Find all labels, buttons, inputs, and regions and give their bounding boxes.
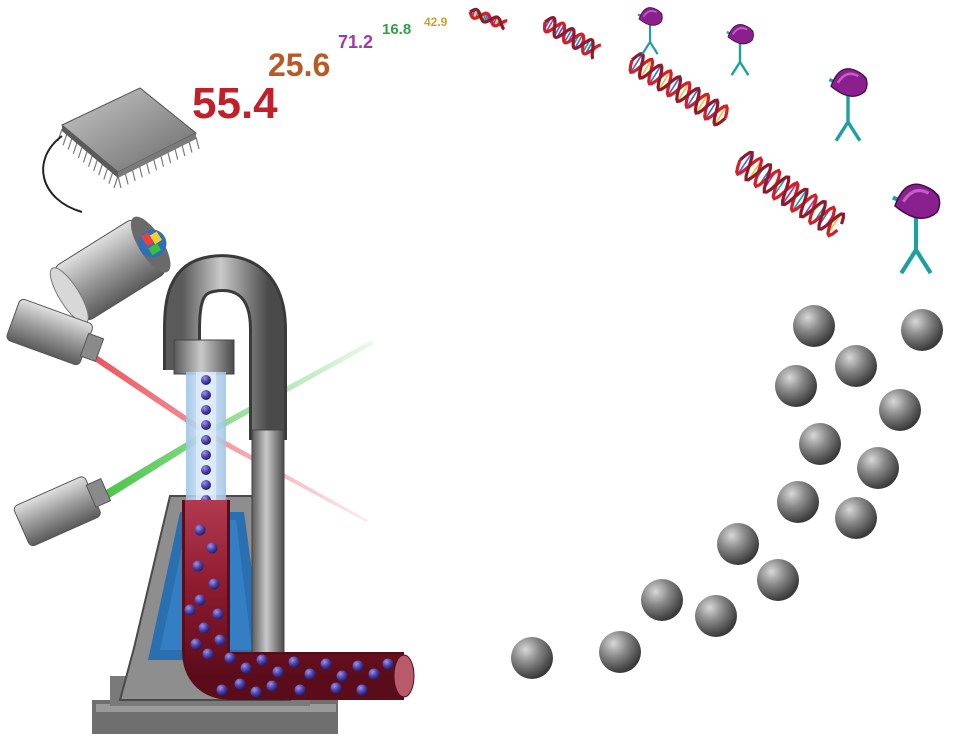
bead-sphere-icon (793, 305, 835, 347)
dna-helix-icon (733, 149, 847, 237)
bead-sphere-icon (757, 559, 799, 601)
antibody-protein-icon (829, 69, 867, 141)
cell-particle (383, 659, 394, 670)
cell-particle (331, 683, 342, 694)
cell-particle (337, 671, 348, 682)
cell-particle (235, 679, 246, 690)
cell-particle (207, 543, 218, 554)
cell-particle (191, 639, 202, 650)
dna-helices (468, 8, 846, 238)
dna-helix-icon (626, 51, 731, 128)
cell-particle (201, 390, 211, 400)
cell-particle (273, 667, 284, 678)
cell-particle (251, 687, 262, 698)
readout-value-3: 71.2 (338, 32, 373, 52)
antibody-proteins (638, 8, 940, 274)
readout-value-5: 42.9 (424, 15, 448, 29)
microchip-icon (43, 88, 199, 212)
cell-particle (201, 420, 211, 430)
cell-particle (295, 685, 306, 696)
bead-sphere-icon (835, 497, 877, 539)
bead-sphere-icon (717, 523, 759, 565)
bead-sphere-icon (775, 365, 817, 407)
sample-tube-icon (185, 500, 415, 698)
cell-particle (201, 480, 211, 490)
cell-particle (369, 669, 380, 680)
cell-particle (289, 657, 300, 668)
bead-sphere-icon (641, 579, 683, 621)
cell-particle (201, 465, 211, 475)
bead-sphere-icon (879, 389, 921, 431)
cell-particle (225, 653, 236, 664)
cell-particle (185, 605, 196, 616)
bead-sphere-icon (901, 309, 943, 351)
bead-sphere-icon (695, 595, 737, 637)
cell-particle (203, 649, 214, 660)
readout-value-1: 55.4 (192, 79, 278, 128)
cell-particle (213, 609, 224, 620)
cell-particle (305, 669, 316, 680)
antibody-protein-icon (638, 8, 662, 55)
readout-values: 55.4 25.6 71.2 16.8 42.9 (192, 15, 448, 128)
cell-particle (267, 681, 278, 692)
cell-particle (357, 685, 368, 696)
cell-particle (209, 579, 220, 590)
cell-particle (195, 525, 206, 536)
cell-particle (195, 595, 206, 606)
beads (511, 305, 943, 679)
cell-particle (201, 405, 211, 415)
bead-sphere-icon (599, 631, 641, 673)
bead-sphere-icon (799, 423, 841, 465)
cell-particle (201, 450, 211, 460)
cell-particle (217, 685, 228, 696)
antibody-protein-icon (727, 24, 754, 75)
cell-particle (201, 375, 211, 385)
readout-value-2: 25.6 (268, 47, 330, 83)
cell-particle (241, 663, 252, 674)
cell-particle (215, 635, 226, 646)
cell-particle (321, 659, 332, 670)
dna-helix-icon (468, 8, 507, 29)
cell-particle (353, 661, 364, 672)
cell-particle (257, 655, 268, 666)
bead-sphere-icon (835, 345, 877, 387)
cell-particle (193, 561, 204, 572)
bead-sphere-icon (511, 637, 553, 679)
dna-helix-icon (541, 15, 601, 59)
bead-sphere-icon (857, 447, 899, 489)
cell-particle (201, 435, 211, 445)
cell-particle (199, 623, 210, 634)
detector-camera-icon (44, 209, 181, 328)
antibody-protein-icon (893, 184, 940, 273)
bead-sphere-icon (777, 481, 819, 523)
readout-value-4: 16.8 (382, 21, 411, 38)
